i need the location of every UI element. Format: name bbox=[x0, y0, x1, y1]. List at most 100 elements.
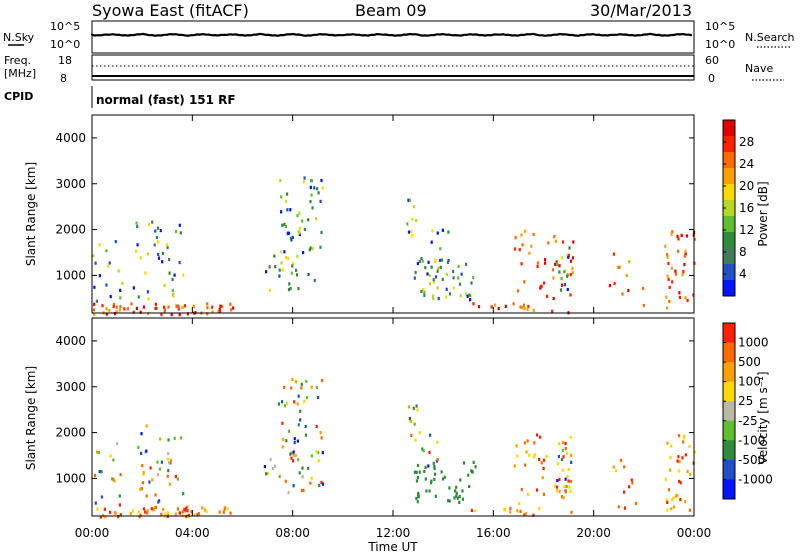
range-gate-cell bbox=[174, 474, 177, 479]
x-tick-label: 00:00 bbox=[677, 526, 712, 540]
x-tick-label: 04:00 bbox=[175, 526, 210, 540]
range-gate-cell bbox=[497, 306, 500, 311]
power-panel-frame bbox=[91, 114, 695, 314]
range-gate-cell bbox=[415, 404, 418, 408]
range-gate-cell bbox=[664, 477, 667, 481]
range-gate-cell bbox=[206, 312, 209, 316]
velocity-x-ticks bbox=[91, 318, 695, 516]
range-gate-cell bbox=[628, 260, 631, 264]
range-gate-cell bbox=[165, 243, 168, 247]
range-gate-cell bbox=[299, 418, 302, 422]
range-gate-cell bbox=[569, 489, 572, 493]
range-gate-cell bbox=[117, 515, 120, 519]
noise-left-tick-bottom: 10^0 bbox=[50, 38, 80, 51]
range-gate-cell bbox=[672, 496, 675, 500]
range-gate-cell bbox=[114, 240, 117, 244]
y-tick-label: 3000 bbox=[55, 177, 86, 191]
range-gate-cell bbox=[516, 454, 519, 458]
range-gate-cell bbox=[307, 466, 310, 470]
y-tick-label: 2000 bbox=[55, 426, 86, 440]
range-gate-cell bbox=[543, 458, 546, 462]
range-gate-cell bbox=[454, 489, 457, 493]
range-gate-cell bbox=[459, 294, 462, 298]
range-gate-cell bbox=[408, 405, 411, 409]
range-gate-cell bbox=[424, 465, 427, 469]
range-gate-cell bbox=[562, 455, 565, 459]
range-gate-cell bbox=[175, 304, 178, 309]
range-gate-cell bbox=[416, 261, 419, 266]
range-gate-cell bbox=[553, 235, 556, 239]
range-gate-cell bbox=[166, 457, 169, 461]
range-gate-cell bbox=[432, 278, 435, 282]
range-gate-cell bbox=[565, 484, 568, 489]
range-gate-cell bbox=[693, 237, 696, 241]
range-gate-cell bbox=[423, 469, 426, 474]
range-gate-cell bbox=[684, 249, 687, 253]
range-gate-cell bbox=[118, 494, 121, 498]
range-gate-cell bbox=[93, 285, 96, 289]
range-gate-cell bbox=[458, 500, 461, 504]
range-gate-cell bbox=[456, 496, 459, 500]
range-gate-cell bbox=[157, 240, 160, 244]
range-gate-cell bbox=[317, 191, 320, 195]
range-gate-cell bbox=[664, 244, 667, 248]
range-gate-cell bbox=[536, 261, 540, 265]
range-gate-cell bbox=[292, 450, 295, 454]
range-gate-cell bbox=[442, 477, 445, 481]
range-gate-cell bbox=[688, 508, 691, 512]
range-gate-cell bbox=[558, 489, 561, 493]
velocity-colorbar: 1000 500 100 25 -25 -100 -500 -1000 bbox=[722, 322, 773, 500]
time-axis-labels: 00:00 04:00 08:00 12:00 16:00 20:00 00:00 bbox=[75, 526, 712, 540]
range-gate-cell bbox=[179, 231, 182, 235]
range-gate-cell bbox=[157, 252, 160, 257]
range-gate-cell bbox=[533, 455, 536, 459]
range-gate-cell bbox=[564, 441, 567, 446]
range-gate-cell bbox=[612, 465, 615, 469]
range-gate-cell bbox=[432, 280, 436, 284]
range-gate-cell bbox=[569, 273, 572, 277]
range-gate-cell bbox=[455, 491, 458, 495]
range-gate-cell bbox=[668, 285, 671, 289]
range-gate-cell bbox=[518, 502, 521, 506]
range-gate-cell bbox=[560, 256, 563, 260]
range-gate-cell bbox=[513, 247, 517, 251]
range-gate-cell bbox=[232, 306, 235, 310]
range-gate-cell bbox=[184, 508, 187, 512]
time-axis-title: Time UT bbox=[367, 540, 418, 554]
range-gate-cell bbox=[292, 459, 295, 463]
colorbar-tick-label: 8 bbox=[739, 245, 747, 259]
range-gate-cell bbox=[455, 494, 458, 498]
range-gate-cell bbox=[206, 306, 209, 310]
range-gate-cell bbox=[211, 305, 214, 309]
range-gate-cell bbox=[94, 501, 97, 505]
range-gate-cell bbox=[421, 447, 424, 451]
range-gate-cell bbox=[563, 484, 566, 488]
range-gate-cell bbox=[296, 402, 299, 406]
range-gate-cell bbox=[544, 258, 547, 262]
range-gate-cell bbox=[681, 273, 684, 277]
range-gate-cell bbox=[446, 260, 449, 264]
range-gate-cell bbox=[178, 261, 181, 265]
range-gate-cell bbox=[666, 500, 669, 504]
range-gate-cell bbox=[112, 302, 116, 307]
range-gate-cell bbox=[413, 276, 416, 280]
range-gate-cell bbox=[309, 185, 312, 189]
range-gate-cell bbox=[665, 498, 668, 502]
range-gate-cell bbox=[281, 421, 284, 425]
freq-right-tick-top: 60 bbox=[705, 54, 719, 67]
range-gate-cell bbox=[524, 229, 527, 233]
range-gate-cell bbox=[108, 261, 111, 265]
range-gate-cell bbox=[153, 243, 156, 247]
range-gate-cell bbox=[309, 246, 312, 250]
range-gate-cell bbox=[526, 439, 529, 443]
range-gate-cell bbox=[99, 515, 102, 519]
range-gate-cell bbox=[278, 474, 281, 479]
range-gate-cell bbox=[284, 199, 288, 203]
range-gate-cell bbox=[300, 382, 303, 386]
range-gate-cell bbox=[685, 234, 689, 238]
colorbar-segment bbox=[723, 381, 735, 402]
range-gate-cell bbox=[557, 454, 560, 459]
range-gate-cell bbox=[684, 453, 687, 457]
range-gate-cell bbox=[280, 261, 283, 265]
range-gate-cell bbox=[551, 268, 554, 272]
